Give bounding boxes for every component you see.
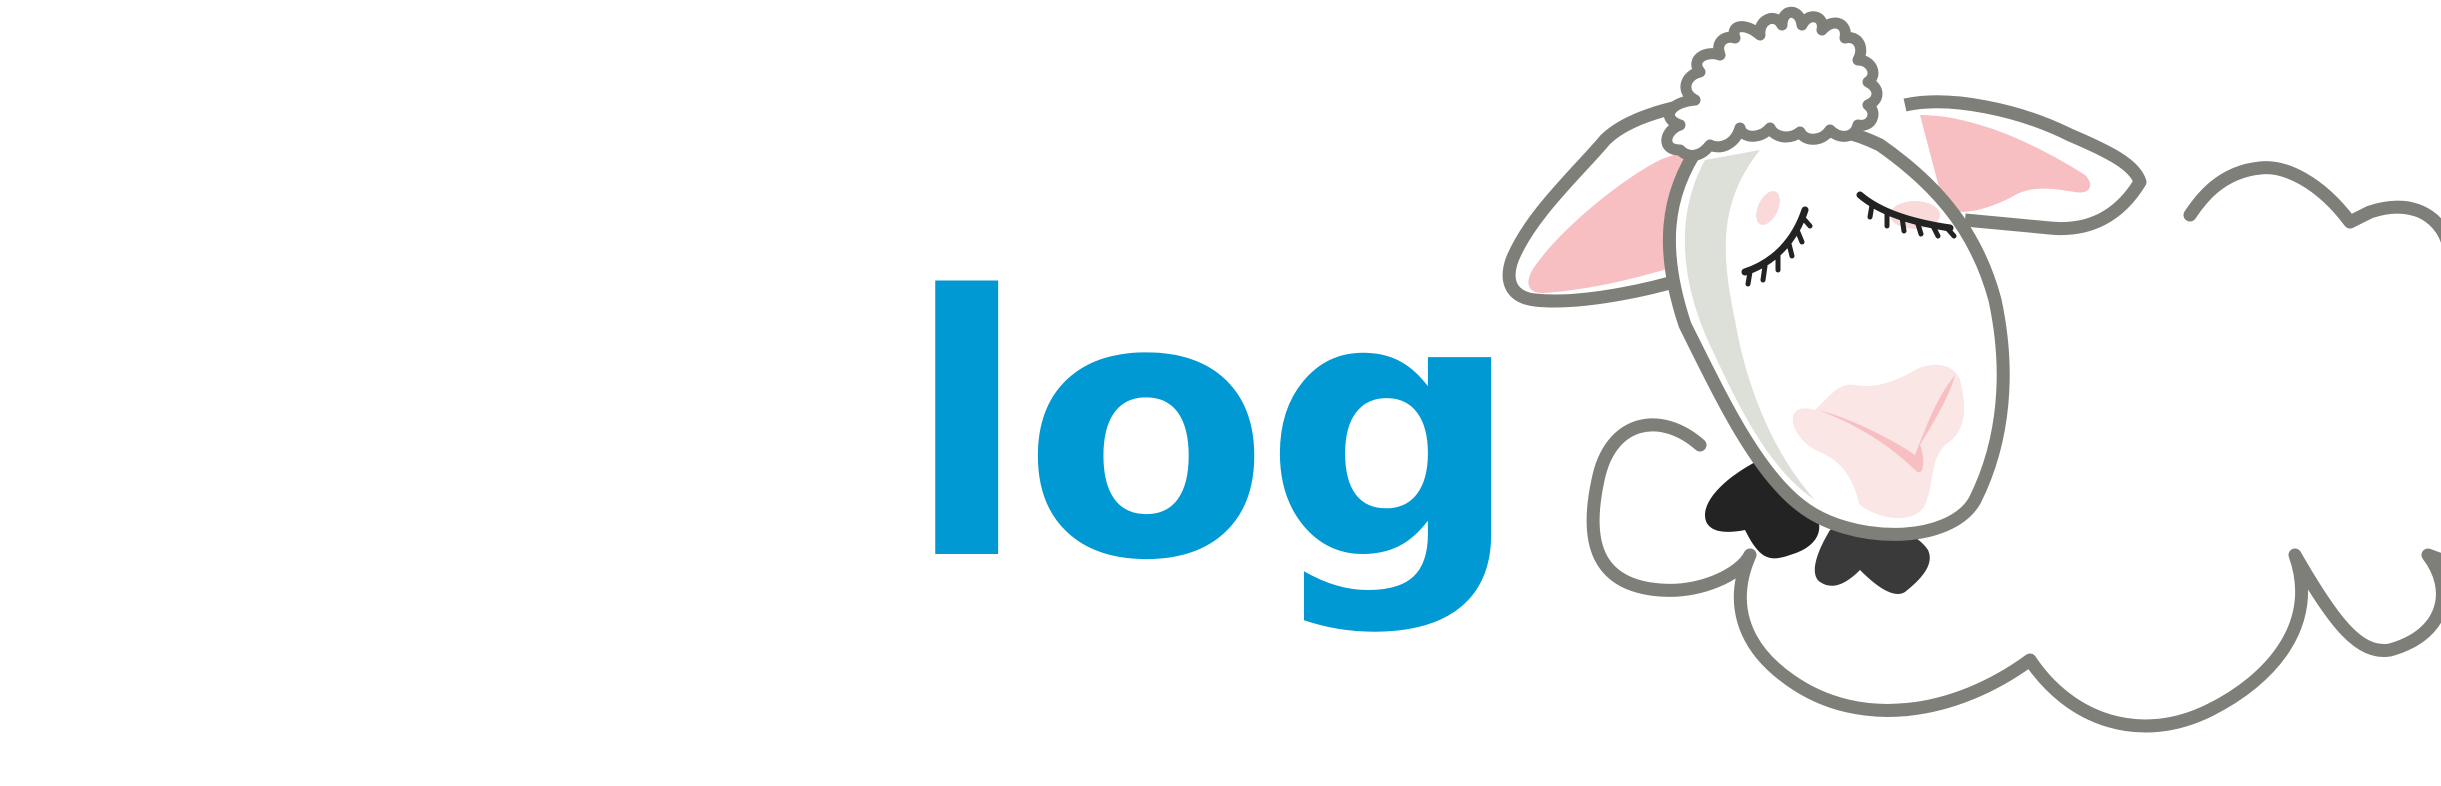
sheep-muzzle [1792, 364, 1965, 519]
sheep-body-outline [1586, 161, 2441, 733]
sheep-left-eye-lashes [1745, 215, 1813, 287]
sheep-nose [1818, 375, 1955, 473]
sheep-forelock [1661, 6, 1883, 161]
logo-wordmark: log [905, 220, 1521, 639]
sheep-right-ear-inner [1920, 115, 2091, 212]
sheep-front-hoof-left [1705, 455, 1820, 559]
sheep-head-shade [1684, 150, 1815, 500]
sheep-right-eye [1856, 191, 1954, 232]
sheep-cheek-left [1756, 191, 1780, 225]
sheep-right-eye-lashes [1867, 202, 1957, 239]
